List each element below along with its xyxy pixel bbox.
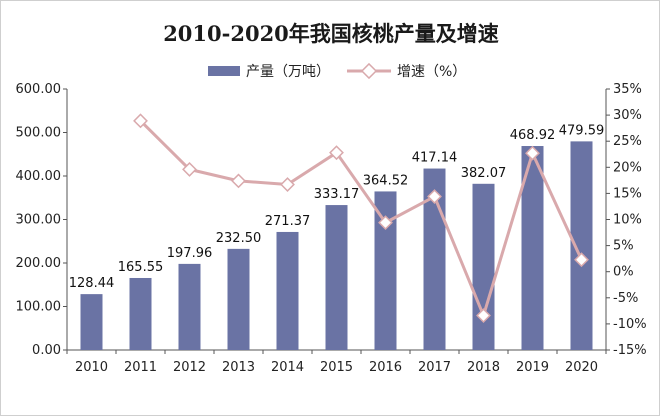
tick-labels: 0.00 100.00 200.00 300.00 400.00 500.00 600.00… bbox=[16, 82, 647, 375]
x-tick-label: 2010 bbox=[75, 360, 108, 375]
y-left-tick-label: 0.00 bbox=[32, 343, 61, 358]
legend-swatch-bar bbox=[208, 66, 240, 76]
line-point bbox=[133, 113, 148, 129]
y-left-tick-label: 300.00 bbox=[16, 213, 62, 228]
x-tick-label: 2020 bbox=[565, 360, 598, 375]
x-tick-label: 2016 bbox=[369, 360, 402, 375]
x-tick-label: 2019 bbox=[516, 360, 549, 375]
y-right-tick-label: 0% bbox=[613, 265, 634, 280]
bar-data-label: 271.37 bbox=[265, 214, 311, 229]
bar bbox=[521, 146, 544, 350]
x-tick-label: 2011 bbox=[124, 360, 157, 375]
x-tick-label: 2014 bbox=[271, 360, 304, 375]
bar-data-label: 479.59 bbox=[559, 123, 605, 138]
y-right-tick-label: -10% bbox=[613, 317, 647, 332]
y-left-tick-label: 100.00 bbox=[16, 300, 62, 315]
bar-data-label: 197.96 bbox=[167, 246, 213, 261]
legend-marker bbox=[360, 62, 378, 80]
bar-data-labels: 128.44165.55197.96232.50271.37333.17364.… bbox=[69, 123, 605, 291]
bar bbox=[325, 205, 348, 350]
chart-title: 2010-2020年我国核桃产量及增速 bbox=[163, 21, 499, 46]
bar bbox=[80, 294, 103, 350]
y-right-tick-label: -15% bbox=[613, 343, 647, 358]
legend-label-bar: 产量（万吨） bbox=[246, 64, 330, 80]
x-tick-label: 2013 bbox=[222, 360, 255, 375]
bar bbox=[374, 191, 397, 350]
x-tick-label: 2012 bbox=[173, 360, 206, 375]
y-right-tick-label: 35% bbox=[613, 82, 642, 97]
y-right-tick-label: 15% bbox=[613, 186, 642, 201]
bar-data-label: 165.55 bbox=[118, 260, 164, 275]
line-point bbox=[280, 177, 295, 192]
bar-data-label: 232.50 bbox=[216, 231, 262, 246]
y-left-tick-label: 200.00 bbox=[16, 256, 62, 271]
y-right-tick-label: 20% bbox=[613, 160, 642, 175]
bar-data-label: 333.17 bbox=[314, 187, 360, 202]
bar-data-label: 128.44 bbox=[69, 276, 115, 291]
line-point bbox=[182, 161, 197, 177]
bar bbox=[276, 231, 299, 350]
line-point bbox=[231, 173, 246, 189]
line-point bbox=[525, 145, 540, 161]
bar-data-label: 417.14 bbox=[412, 151, 458, 166]
legend: 产量（万吨） 增速（%） bbox=[208, 62, 466, 80]
x-tick-label: 2015 bbox=[320, 360, 353, 375]
y-left-tick-label: 500.00 bbox=[16, 126, 62, 141]
y-right-tick-label: 5% bbox=[613, 239, 634, 254]
line-point bbox=[574, 252, 589, 268]
y-right-tick-label: -5% bbox=[613, 291, 638, 306]
y-left-tick-label: 600.00 bbox=[16, 82, 62, 97]
bar-series bbox=[80, 141, 593, 350]
bar bbox=[472, 183, 495, 350]
y-right-tick-label: 30% bbox=[613, 108, 642, 123]
growth-line bbox=[139, 119, 583, 318]
bar-data-label: 468.92 bbox=[510, 128, 556, 143]
line-point bbox=[329, 145, 344, 161]
y-right-tick-label: 25% bbox=[613, 134, 642, 149]
y-left-tick-label: 400.00 bbox=[16, 169, 62, 184]
x-tick-label: 2017 bbox=[418, 360, 451, 375]
bar bbox=[178, 263, 201, 350]
legend-label-line: 增速（%） bbox=[397, 64, 466, 80]
bar bbox=[129, 277, 152, 350]
bar bbox=[570, 141, 593, 350]
bar-data-label: 364.52 bbox=[363, 173, 409, 188]
line-series bbox=[133, 113, 589, 323]
line-point bbox=[378, 215, 393, 231]
y-right-tick-label: 10% bbox=[613, 213, 642, 228]
x-tick-label: 2018 bbox=[467, 360, 500, 375]
line-point bbox=[476, 308, 491, 323]
bar bbox=[423, 168, 446, 350]
line-point bbox=[427, 189, 442, 204]
bar-data-label: 382.07 bbox=[461, 166, 507, 181]
bar bbox=[227, 248, 250, 350]
